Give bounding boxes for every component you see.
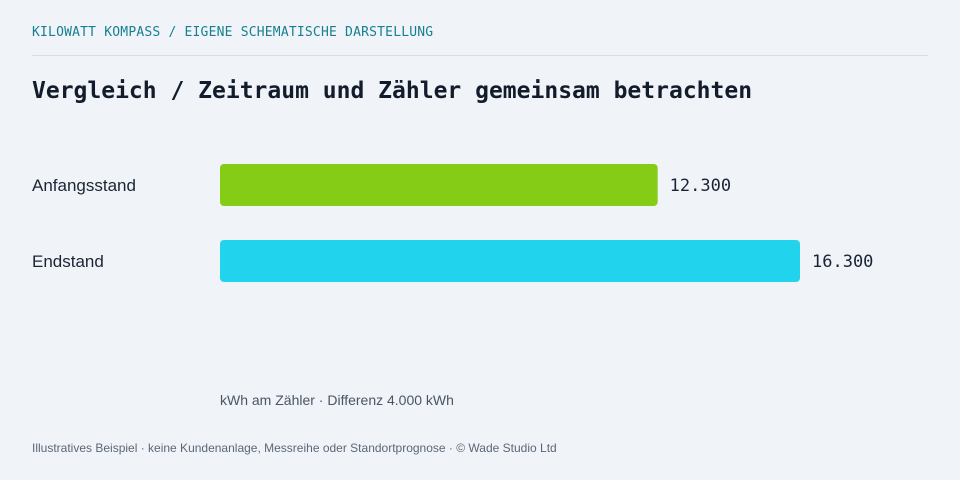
header-divider — [32, 55, 928, 56]
category-label: Anfangsstand — [32, 176, 136, 195]
bar-endstand — [220, 240, 800, 282]
footer-note: Illustratives Beispiel · keine Kundenanl… — [32, 441, 557, 455]
axis-label: kWh am Zähler · Differenz 4.000 kWh — [220, 392, 454, 408]
category-label: Endstand — [32, 252, 104, 271]
page-title: Vergleich / Zeitraum und Zähler gemeinsa… — [32, 78, 753, 104]
value-label: 12.300 — [670, 176, 731, 196]
value-label: 16.300 — [812, 252, 873, 272]
bar-anfangsstand — [220, 164, 658, 206]
kicker-label: KILOWATT KOMPASS / EIGENE SCHEMATISCHE D… — [32, 25, 434, 40]
